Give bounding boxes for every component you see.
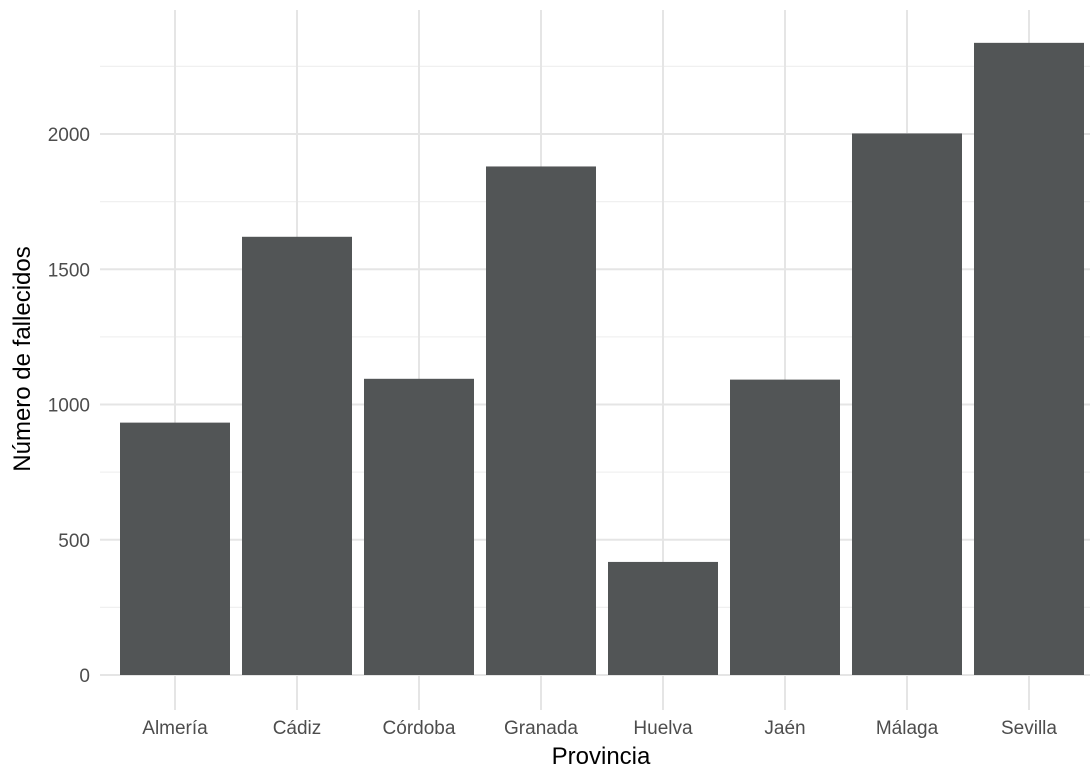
y-axis-title: Número de fallecidos bbox=[9, 246, 36, 471]
x-axis-ticks: Almería Cádiz Córdoba Granada Huelva Jaén Mála… bbox=[142, 718, 1057, 739]
y-tick-label: 2000 bbox=[48, 125, 90, 146]
bar-almería bbox=[120, 422, 230, 675]
x-tick-label: Huelva bbox=[633, 718, 693, 739]
x-tick-label: Granada bbox=[504, 718, 578, 739]
x-axis-title: Provincia bbox=[552, 743, 651, 769]
y-axis-ticks: 0 500 1000 1500 2000 bbox=[48, 125, 90, 687]
bar-málaga bbox=[852, 133, 962, 676]
y-tick-label: 1500 bbox=[48, 260, 90, 281]
x-tick-label: Córdoba bbox=[383, 718, 456, 739]
y-tick-label: 1000 bbox=[48, 396, 90, 417]
bar-cádiz bbox=[242, 236, 352, 676]
bar-córdoba bbox=[364, 378, 474, 675]
bars bbox=[120, 42, 1084, 676]
x-tick-label: Málaga bbox=[876, 718, 939, 739]
y-tick-label: 500 bbox=[58, 531, 90, 552]
x-tick-label: Almería bbox=[142, 718, 208, 739]
y-tick-label: 0 bbox=[79, 666, 90, 687]
x-tick-label: Jaén bbox=[764, 718, 805, 739]
x-tick-label: Cádiz bbox=[273, 718, 322, 739]
bar-huelva bbox=[608, 561, 718, 675]
x-tick-label: Sevilla bbox=[1001, 718, 1057, 739]
bar-jaén bbox=[730, 379, 840, 675]
bar-granada bbox=[486, 166, 596, 675]
bar-sevilla bbox=[974, 42, 1084, 676]
